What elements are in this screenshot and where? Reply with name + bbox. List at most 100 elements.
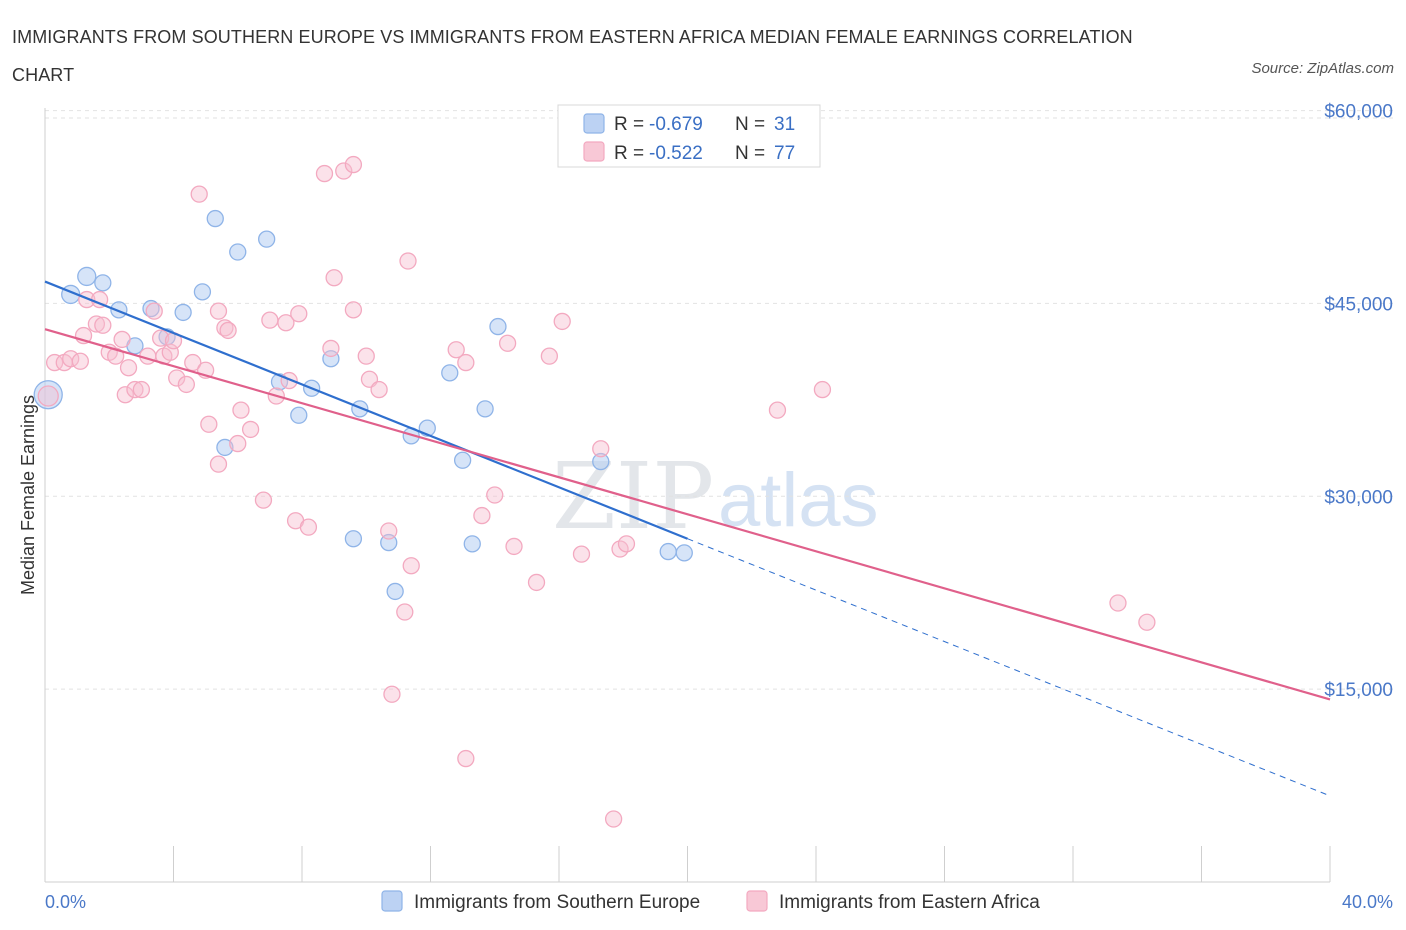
point-eastern-africa [71, 352, 89, 370]
legend-r-value-1: -0.679 [649, 114, 703, 135]
point-eastern-africa [177, 375, 196, 394]
gridlines [45, 110, 1393, 690]
trend-line-eastern-africa [44, 328, 1331, 701]
point-eastern-africa [184, 353, 202, 372]
point-southern-europe [142, 299, 160, 318]
point-southern-europe [229, 243, 247, 261]
point-eastern-africa [113, 330, 131, 349]
point-eastern-africa [45, 353, 64, 372]
point-eastern-africa [261, 311, 279, 329]
source-label: Source: ZipAtlas.com [1251, 60, 1394, 77]
point-southern-europe [77, 266, 97, 287]
point-eastern-africa [505, 537, 523, 556]
point-eastern-africa [119, 359, 138, 377]
point-southern-europe [489, 317, 507, 336]
point-eastern-africa [37, 385, 59, 407]
point-eastern-africa [145, 302, 163, 320]
bottom-legend-label-southern-europe: Immigrants from Southern Europe [414, 892, 700, 913]
y-tick-label: $15,000 [1324, 680, 1393, 701]
point-southern-europe [659, 542, 677, 561]
point-eastern-africa [116, 386, 134, 404]
point-southern-europe [386, 582, 404, 601]
trend-line-southern-europe-extension [687, 538, 1331, 797]
trend-line-southern-europe [44, 280, 688, 540]
point-eastern-africa [604, 810, 623, 828]
x-tick-label-min: 0.0% [45, 892, 86, 912]
point-eastern-africa [315, 164, 334, 183]
point-eastern-africa [87, 315, 106, 333]
legend-swatch-southern-europe [583, 113, 605, 134]
point-southern-europe [94, 274, 112, 292]
point-southern-europe [290, 406, 308, 424]
y-tick-label: $60,000 [1324, 102, 1393, 123]
point-eastern-africa [94, 316, 112, 334]
point-southern-europe [216, 438, 234, 457]
point-eastern-africa [322, 339, 340, 358]
point-southern-europe [344, 530, 363, 548]
point-southern-europe [453, 451, 472, 469]
point-eastern-africa [241, 420, 260, 439]
point-southern-europe [174, 303, 192, 322]
point-eastern-africa [447, 341, 465, 359]
legend-n-value-1: 31 [774, 114, 795, 135]
point-eastern-africa [572, 545, 591, 563]
point-eastern-africa [168, 369, 186, 387]
bottom-legend-label-eastern-africa: Immigrants from Eastern Africa [779, 892, 1040, 913]
y-axis-label: Median Female Earnings [18, 395, 38, 595]
watermark-atlas: atlas [718, 458, 879, 543]
y-tick-labels: $15,000 $30,000 $45,000 $60,000 [1324, 102, 1393, 702]
x-tick-label-max: 40.0% [1342, 892, 1393, 912]
point-eastern-africa [357, 347, 375, 365]
series-legend: Immigrants from Southern Europe Immigran… [381, 890, 1040, 913]
point-eastern-africa [229, 434, 247, 453]
point-southern-europe [258, 230, 276, 248]
x-ticks [44, 846, 1331, 882]
point-eastern-africa [527, 573, 546, 592]
point-eastern-africa [219, 321, 237, 340]
point-eastern-africa [540, 347, 559, 365]
point-eastern-africa [325, 269, 343, 287]
bottom-legend-swatch-eastern-africa [746, 890, 768, 912]
point-eastern-africa [383, 685, 401, 703]
y-tick-label: $45,000 [1324, 294, 1393, 315]
point-eastern-africa [335, 162, 353, 180]
point-eastern-africa [216, 319, 234, 337]
point-eastern-africa [344, 155, 363, 174]
point-eastern-africa [1109, 594, 1127, 612]
point-eastern-africa [617, 535, 636, 553]
point-eastern-africa [768, 401, 787, 419]
point-eastern-africa [553, 312, 571, 331]
legend-n-label-1: N = [735, 114, 765, 135]
point-southern-europe [675, 544, 693, 562]
legend-r-label-2: R = [614, 143, 644, 164]
point-eastern-africa [190, 185, 208, 203]
point-eastern-africa [399, 252, 417, 270]
point-eastern-africa [277, 314, 295, 332]
point-eastern-africa [151, 329, 170, 347]
point-eastern-africa [498, 334, 517, 352]
point-eastern-africa [402, 557, 420, 575]
point-eastern-africa [592, 440, 610, 458]
point-eastern-africa [209, 302, 228, 320]
point-eastern-africa [486, 486, 504, 504]
point-southern-europe [206, 209, 224, 228]
correlation-legend: R = -0.679 N = 31 R = -0.522 N = 77 [557, 104, 821, 168]
point-eastern-africa [344, 301, 363, 319]
point-eastern-africa [209, 455, 228, 473]
point-eastern-africa [200, 415, 218, 433]
legend-n-value-2: 77 [774, 143, 795, 164]
point-eastern-africa [232, 401, 250, 419]
point-eastern-africa [132, 380, 151, 399]
point-eastern-africa [457, 353, 475, 372]
point-eastern-africa [457, 749, 475, 768]
point-southern-europe [592, 452, 610, 471]
point-southern-europe [476, 400, 494, 418]
bottom-legend-swatch-southern-europe [381, 890, 403, 912]
point-eastern-africa [370, 380, 388, 399]
point-eastern-africa [62, 350, 80, 368]
point-eastern-africa [299, 518, 318, 536]
point-eastern-africa [380, 522, 398, 540]
point-eastern-africa [813, 380, 832, 399]
point-southern-europe [33, 380, 63, 410]
